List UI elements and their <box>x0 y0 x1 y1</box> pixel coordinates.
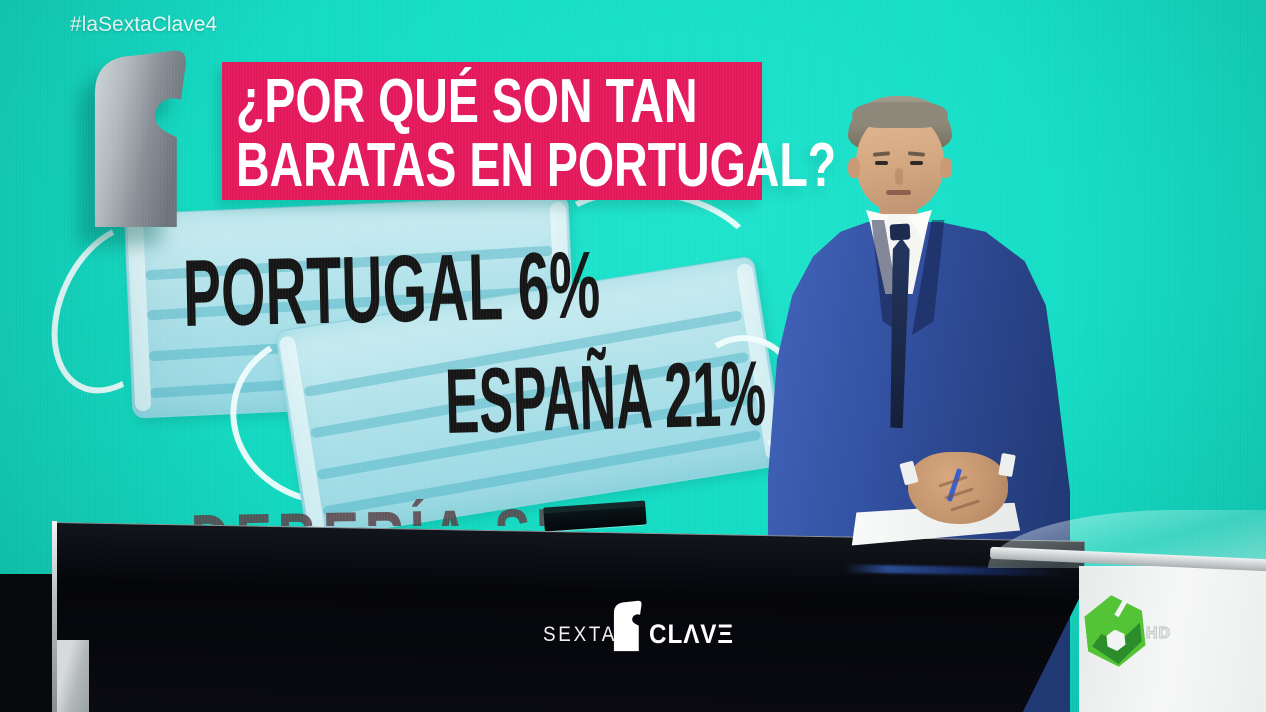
eye-right <box>910 161 923 165</box>
program-logo-word-sexta: SEXTA <box>543 623 618 646</box>
ear-right <box>940 158 952 178</box>
anchor-hands <box>899 452 1016 524</box>
mouth <box>886 190 911 195</box>
hair-fringe <box>852 102 948 128</box>
cutoff-headline-text: DEBERÍA SU <box>190 499 582 526</box>
tie-knot <box>889 223 911 241</box>
headline-banner: ¿POR QUÉ SON TAN BARATAS EN PORTUGAL? <box>222 62 837 200</box>
stat-espana: ESPAÑA 21% <box>444 342 768 453</box>
hd-badge: HD <box>1145 624 1172 642</box>
studio-floor <box>0 574 57 712</box>
program-logo-quote-mark-icon <box>613 600 642 652</box>
nose <box>895 168 903 185</box>
face <box>856 112 944 212</box>
program-logo-word-clave: CLΛVΞ <box>649 619 734 649</box>
program-logo: SEXTA CLΛVΞ <box>543 596 773 656</box>
quote-mark-shape <box>94 50 186 227</box>
desk-corner-highlight <box>52 521 57 712</box>
desk-leg <box>57 640 89 712</box>
ear-left <box>848 158 860 178</box>
eye-left <box>875 161 888 165</box>
headline-line-1: ¿POR QUÉ SON TAN <box>236 67 698 136</box>
stat-portugal: PORTUGAL 6% <box>182 232 602 347</box>
hashtag-overlay: #laSextaClave4 <box>70 13 218 36</box>
headline-line-2: BARATAS EN PORTUGAL? <box>236 131 837 200</box>
lasexta-channel-logo <box>1082 592 1147 670</box>
clasped-hands <box>908 452 1008 524</box>
sexta-clave-quote-mark-icon <box>82 48 194 230</box>
